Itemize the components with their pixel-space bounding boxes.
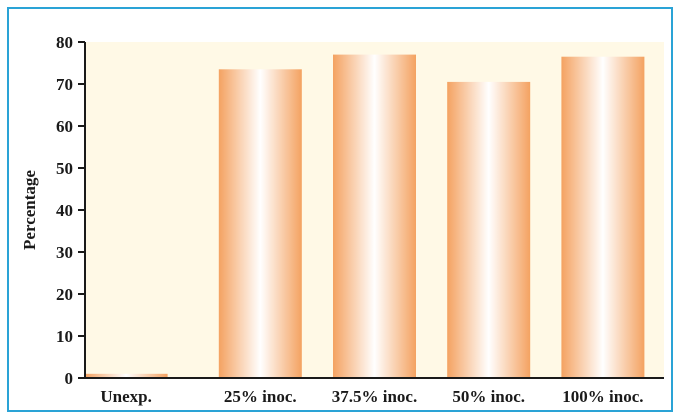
bar-4 <box>447 81 531 379</box>
y-tick-label: 70 <box>56 75 73 94</box>
y-axis-title: Percentage <box>20 170 39 250</box>
y-tick-label: 0 <box>65 369 74 388</box>
chart-frame: 0 10 20 30 40 50 60 70 80 Unexp. 25% inoc. 37.5% i… <box>7 7 673 412</box>
y-tick-label: 60 <box>56 117 73 136</box>
y-tick-label: 30 <box>56 243 73 262</box>
bar-3 <box>333 54 416 378</box>
x-tick-label: Unexp. <box>100 387 151 406</box>
x-tick-label: 50% inoc. <box>452 387 525 406</box>
bar-2 <box>218 69 302 379</box>
x-tick-label: 25% inoc. <box>224 387 297 406</box>
x-tick-label: 37.5% inoc. <box>332 387 417 406</box>
y-tick-label: 20 <box>56 285 73 304</box>
y-tick-label: 80 <box>56 33 73 52</box>
bar-chart: 0 10 20 30 40 50 60 70 80 Unexp. 25% inoc. 37.5% i… <box>20 33 664 406</box>
y-tick-label: 50 <box>56 159 73 178</box>
bar-5 <box>561 56 645 378</box>
x-tick-label: 100% inoc. <box>562 387 643 406</box>
y-tick-label: 40 <box>56 201 73 220</box>
y-tick-label: 10 <box>56 327 73 346</box>
bar-1 <box>84 373 168 378</box>
